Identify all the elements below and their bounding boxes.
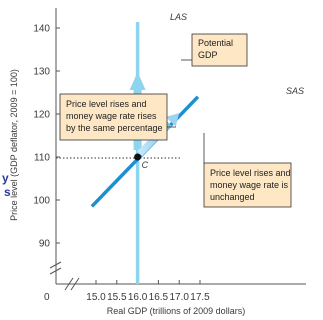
x-tick-label-3: 16.5 xyxy=(149,292,169,303)
y-axis-title: Price level (GDP deflator, 2009 = 100) xyxy=(9,69,19,221)
y-tick-label-2: 110 xyxy=(34,153,50,164)
las-label: LAS xyxy=(170,12,187,22)
x-tick-label-4: 17.0 xyxy=(169,292,189,303)
annotation-unchanged-line-3: unchanged xyxy=(210,192,255,202)
annotation-rises-line-2: money wage rate rises xyxy=(66,111,157,121)
y-axis-break xyxy=(49,261,62,275)
edge-text-2: s xyxy=(4,185,11,199)
y-ticks: 90 100 110 120 130 140 xyxy=(33,24,60,250)
y-tick-label-4: 130 xyxy=(33,67,50,78)
sas-arrow-head xyxy=(165,113,180,127)
annotation-rises-line-3: by the same percentage xyxy=(66,123,163,133)
annotation-unchanged-line-2: money wage rate is xyxy=(210,180,289,190)
axes xyxy=(49,8,306,291)
annotation-unchanged-line-1: Price level rises and xyxy=(210,168,291,178)
x-axis-title: Real GDP (trillions of 2009 dollars) xyxy=(107,306,245,316)
point-c xyxy=(134,153,142,161)
sas-label: SAS xyxy=(286,86,304,96)
annotation-wage-rises: Price level rises and money wage rate ri… xyxy=(59,93,176,141)
y-tick-label-5: 140 xyxy=(33,24,50,35)
annotation-wage-unchanged: Price level rises and money wage rate is… xyxy=(203,133,292,208)
annotation-potential-line-1: Potential xyxy=(198,38,233,48)
annotation-potential-gdp: Potential GDP xyxy=(181,33,248,67)
y-tick-label-3: 120 xyxy=(33,110,50,121)
edge-text-1: y xyxy=(2,171,9,185)
point-c-label: C xyxy=(142,160,149,170)
x-tick-label-5: 17.5 xyxy=(190,292,210,303)
x-ticks: 15.0 15.5 16.0 16.5 17.0 17.5 xyxy=(86,280,210,303)
x-tick-label-1: 15.5 xyxy=(107,292,127,303)
x-tick-label-0: 15.0 xyxy=(86,292,106,303)
annotation-rises-line-1: Price level rises and xyxy=(66,99,147,109)
las-arrow-head xyxy=(129,72,146,90)
x-origin-label: 0 xyxy=(44,292,50,303)
x-axis-break xyxy=(64,277,80,291)
y-tick-label-0: 90 xyxy=(39,239,51,250)
annotation-potential-line-2: GDP xyxy=(198,50,218,60)
x-tick-label-2: 16.0 xyxy=(128,292,148,303)
y-tick-label-1: 100 xyxy=(33,196,50,207)
